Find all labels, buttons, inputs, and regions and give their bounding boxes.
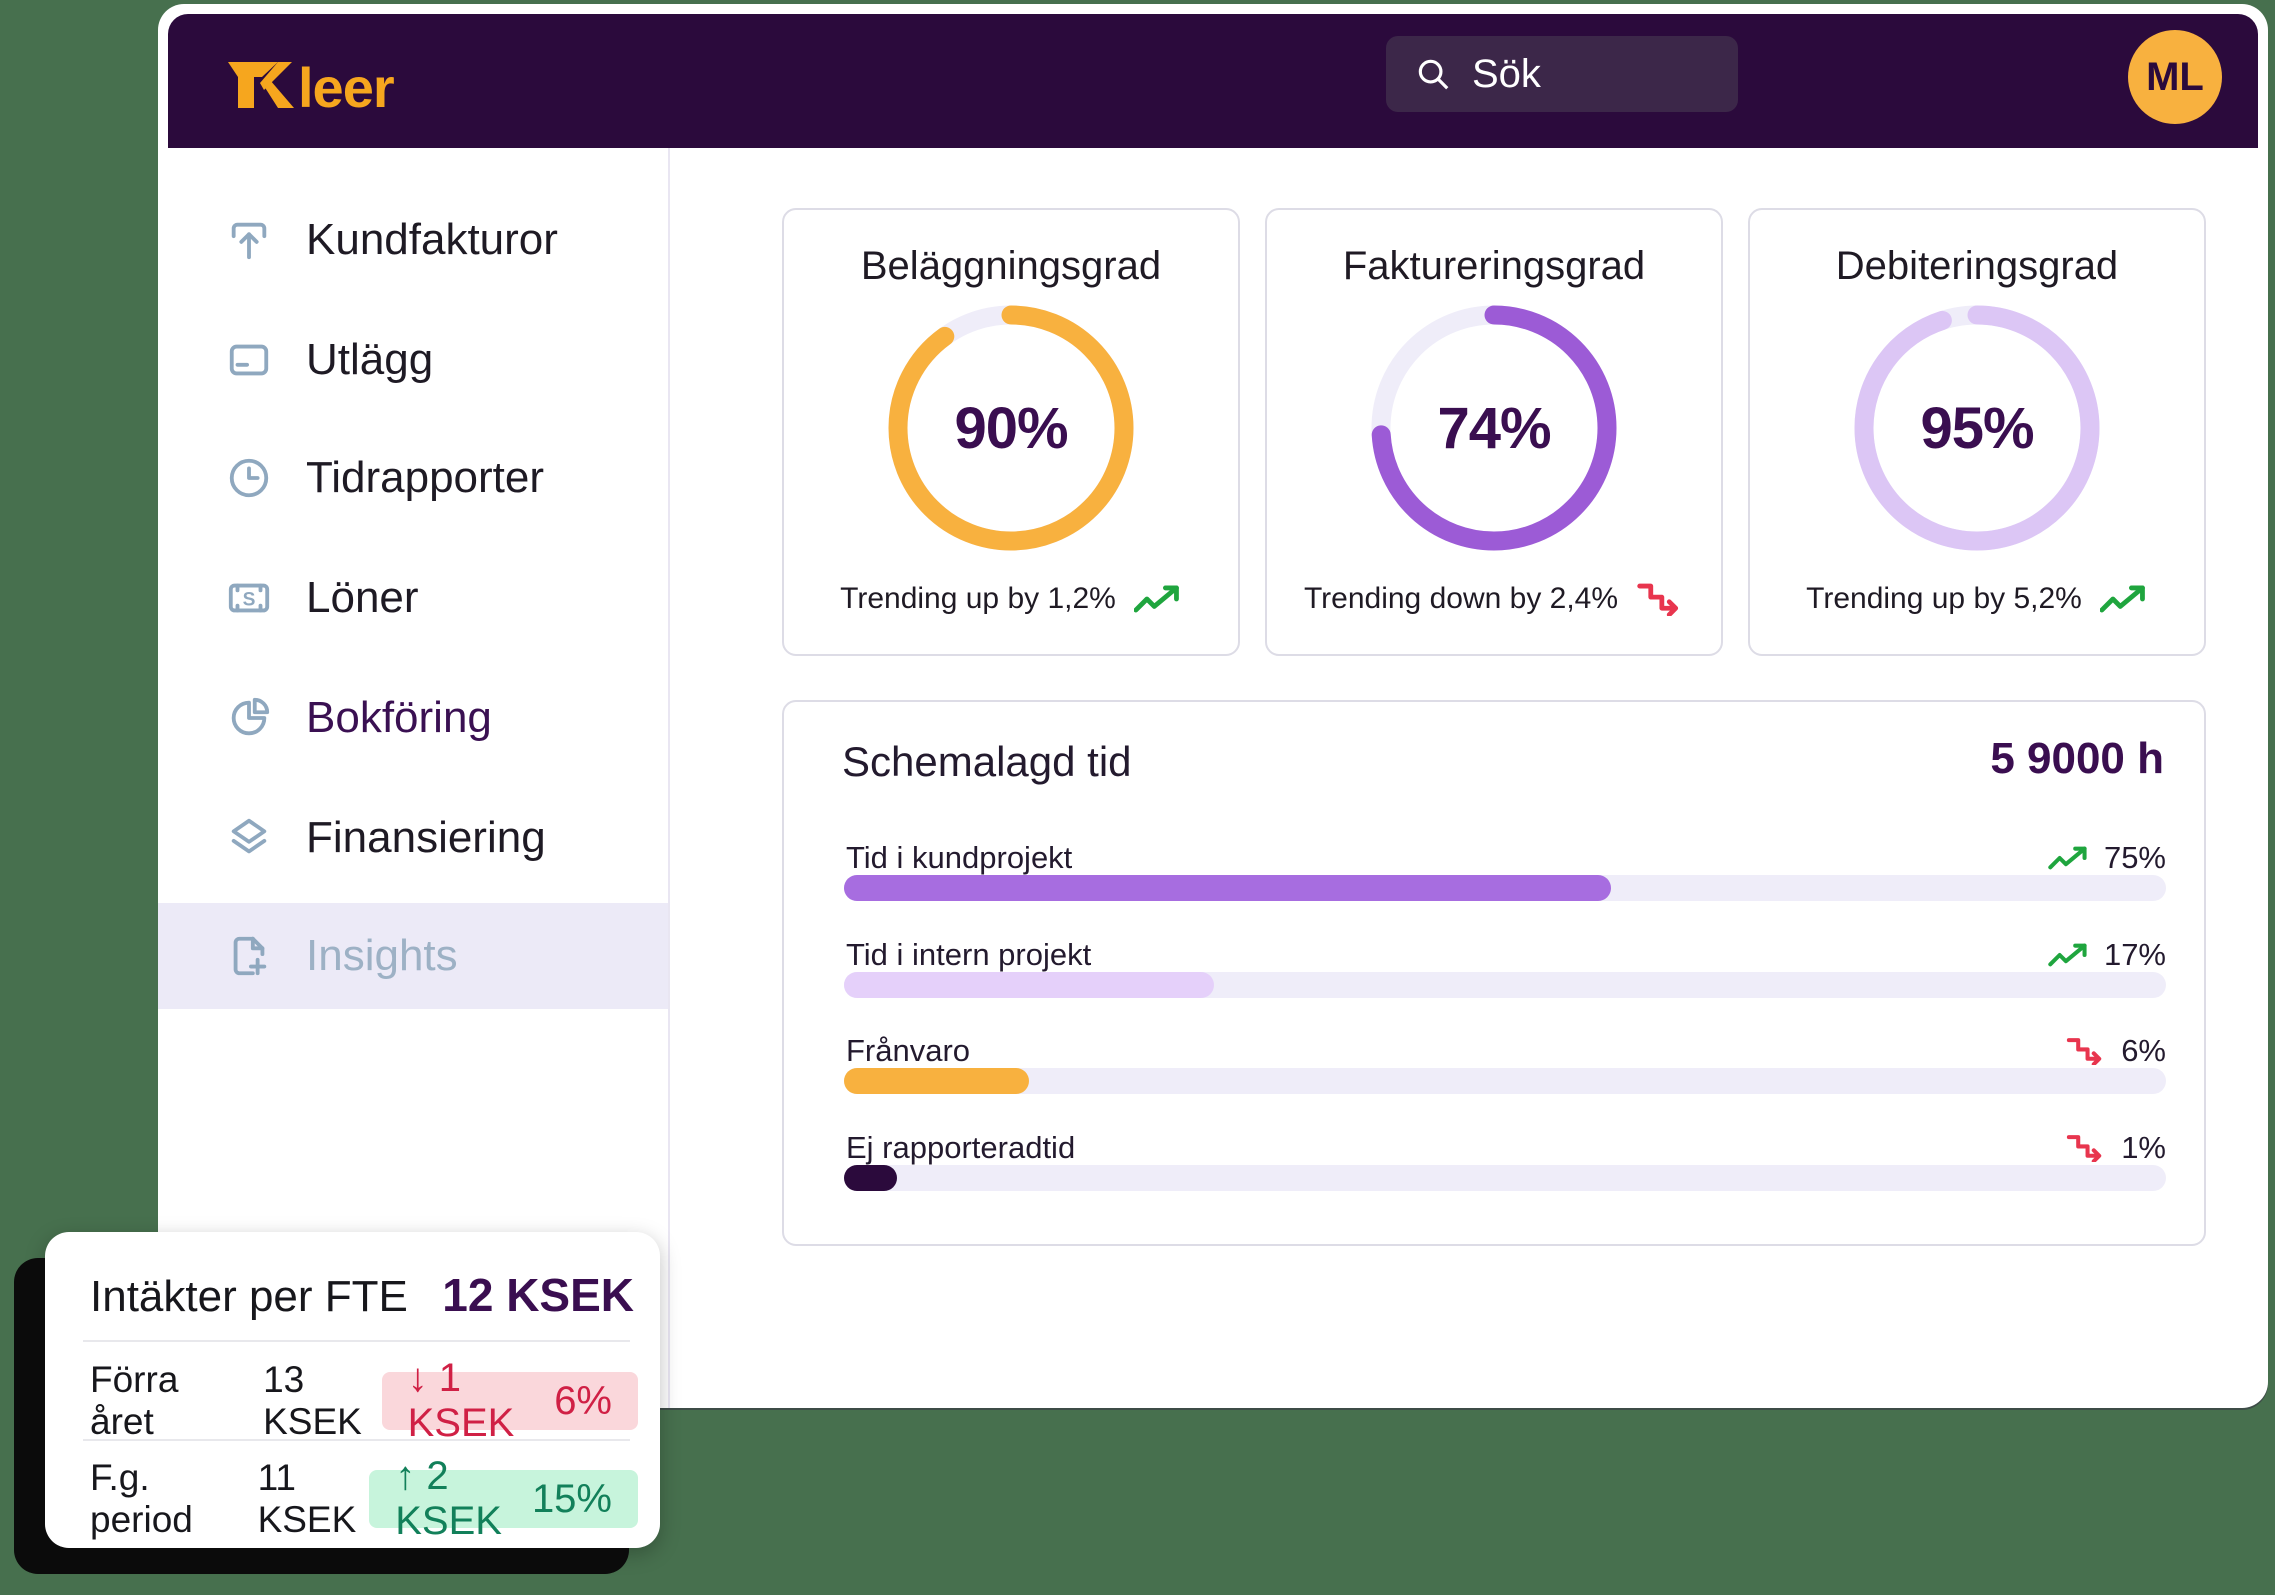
sidebar-item-label: Kundfakturor [306, 215, 558, 264]
fte-value: 12 KSEK [442, 1269, 634, 1321]
svg-text:S: S [243, 589, 256, 610]
trending-up-icon [2048, 846, 2087, 870]
sidebar-item-tidrapporter[interactable]: Tidrapporter [158, 425, 668, 531]
progress-track [844, 875, 2166, 901]
search-icon [1418, 59, 1449, 90]
sidebar-item-bokforing[interactable]: Bokföring [158, 665, 668, 771]
divider [83, 1340, 630, 1342]
bar-row-trend: 17% [2048, 937, 2166, 973]
kpi-card-belaggningsgrad: Beläggningsgrad 90% Trending up by 1,2% [782, 208, 1240, 656]
sidebar-item-kundfakturor[interactable]: Kundfakturor [158, 187, 668, 293]
donut-chart: 90% [888, 305, 1134, 551]
bar-row-pct: 6% [2121, 1033, 2166, 1068]
layers-icon [226, 815, 272, 861]
donut-chart: 74% [1371, 305, 1617, 551]
bar-row-trend: 6% [2065, 1033, 2166, 1069]
divider [83, 1439, 630, 1441]
bar-row-label: Tid i intern projekt [846, 937, 1092, 972]
fte-row-label: F.g. period [90, 1457, 193, 1540]
stairs-down-icon [2067, 1135, 2102, 1162]
kpi-card-title: Debiteringsgrad [1835, 244, 2119, 288]
progress-track [844, 1165, 2166, 1191]
svg-text:leer: leer [298, 56, 394, 112]
fte-row-value: 11 KSEK [257, 1457, 357, 1540]
avatar[interactable]: ML [2128, 30, 2222, 124]
delta-amount: ↑ 2 KSEK [395, 1454, 502, 1543]
credit-card-icon [226, 337, 272, 383]
file-plus-icon [226, 933, 272, 979]
kpi-trend-text: Trending up by 1,2% [840, 582, 1116, 615]
fte-row: F.g. period 11 KSEK ↑ 2 KSEK 15% [90, 1454, 638, 1543]
sidebar-item-label: Bokföring [306, 693, 492, 742]
schedule-total-hours: 5 9000 h [1990, 734, 2164, 783]
sidebar-item-utlagg[interactable]: Utlägg [158, 307, 668, 413]
donut-value: 95% [1920, 395, 2034, 461]
schedule-title: Schemalagd tid [842, 738, 1132, 785]
top-header-bar: leer Sök ML [168, 14, 2258, 148]
kpi-card-faktureringsgrad: Faktureringsgrad 74% Trending down by 2,… [1265, 208, 1723, 656]
stairs-down-icon [1637, 583, 1679, 616]
donut-value: 90% [954, 395, 1068, 461]
kpi-card-debiteringsgrad: Debiteringsgrad 95% Trending up by 5,2% [1748, 208, 2206, 656]
fte-row-value: 13 KSEK [263, 1359, 362, 1442]
sidebar-item-label: Utlägg [306, 335, 434, 384]
bar-row-pct: 17% [2103, 937, 2166, 972]
pie-chart-icon [226, 695, 272, 741]
sidebar-item-label: Finansiering [306, 813, 546, 862]
sidebar-item-label: Insights [306, 931, 458, 980]
bar-row-label: Tid i kundprojekt [846, 840, 1073, 875]
kleer-logo: leer [226, 50, 456, 112]
stairs-down-icon [2067, 1038, 2102, 1065]
trending-up-icon [2048, 943, 2087, 967]
progress-fill [844, 1165, 897, 1191]
upload-tray-icon [226, 217, 272, 263]
sidebar-item-loner[interactable]: S Löner [158, 545, 668, 651]
clock-icon [226, 455, 272, 501]
bar-row-label: Ej rapporteradtid [846, 1130, 1076, 1165]
trending-up-icon [2099, 585, 2145, 613]
progress-track [844, 1068, 2166, 1094]
kpi-trend-text: Trending down by 2,4% [1303, 582, 1619, 615]
sidebar-item-finansiering[interactable]: Finansiering [158, 785, 668, 891]
bar-row-pct: 1% [2121, 1130, 2166, 1165]
kpi-trend-text: Trending up by 5,2% [1806, 582, 2082, 615]
delta-pct: 15% [531, 1476, 612, 1521]
fte-card-header: Intäkter per FTE 12 KSEK [90, 1268, 634, 1322]
delta-badge-down: ↓ 1 KSEK 6% [381, 1356, 638, 1445]
sidebar-divider [668, 148, 670, 1408]
delta-badge-up: ↑ 2 KSEK 15% [369, 1454, 638, 1543]
sidebar-item-insights[interactable]: Insights [158, 903, 668, 1009]
progress-fill [844, 875, 1611, 901]
progress-fill [844, 1068, 1030, 1094]
sidebar-item-label: Löner [306, 573, 419, 622]
trending-up-icon [1133, 585, 1179, 613]
fte-title: Intäkter per FTE [90, 1272, 408, 1321]
progress-fill [844, 972, 1215, 998]
delta-amount: ↓ 1 KSEK [407, 1356, 515, 1445]
sidebar-item-label: Tidrapporter [306, 453, 545, 502]
kpi-trend: Trending up by 5,2% [1750, 582, 2204, 616]
bar-row-trend: 75% [2048, 840, 2166, 876]
search-placeholder: Sök [1472, 51, 1541, 96]
donut-chart: 95% [1854, 305, 2100, 551]
donut-value: 74% [1437, 395, 1551, 461]
kpi-trend: Trending down by 2,4% [1267, 582, 1721, 616]
kpi-card-title: Faktureringsgrad [1342, 244, 1646, 288]
bar-row-pct: 75% [2103, 840, 2166, 875]
bar-row-label: Frånvaro [846, 1033, 971, 1068]
delta-pct: 6% [554, 1378, 612, 1423]
fte-row-label: Förra året [90, 1359, 179, 1442]
avatar-initials: ML [2146, 54, 2204, 99]
fte-row: Förra året 13 KSEK ↓ 1 KSEK 6% [90, 1356, 638, 1445]
bar-row-trend: 1% [2065, 1130, 2166, 1166]
kpi-card-title: Beläggningsgrad [860, 244, 1162, 288]
kpi-trend: Trending up by 1,2% [784, 582, 1238, 616]
fte-card: Intäkter per FTE 12 KSEK Förra året 13 K… [45, 1232, 660, 1548]
progress-track [844, 972, 2166, 998]
banknote-icon: S [226, 575, 272, 621]
search-input[interactable]: Sök [1386, 36, 1738, 112]
kleer-logo-icon: leer [228, 56, 395, 112]
schedule-card: Schemalagd tid 5 9000 h Tid i kundprojek… [782, 700, 2206, 1246]
